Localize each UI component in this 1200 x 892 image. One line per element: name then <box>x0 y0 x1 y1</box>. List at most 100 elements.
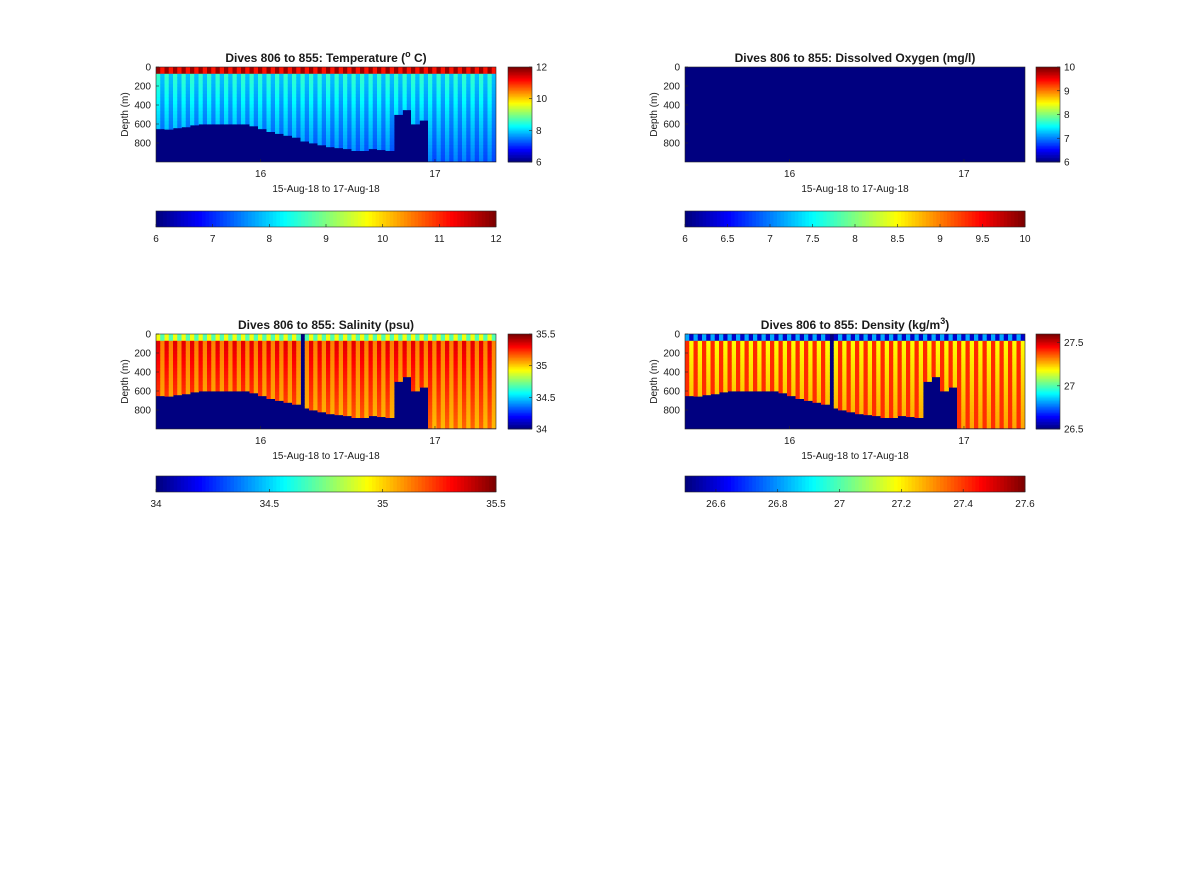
heatmap-cell <box>279 357 284 362</box>
heatmap-cell <box>334 100 340 105</box>
heatmap-cell <box>338 412 344 416</box>
heatmap-cell <box>377 401 382 406</box>
heatmap-cell <box>164 128 170 130</box>
heatmap-cell <box>385 401 391 406</box>
heatmap-cell <box>330 408 335 413</box>
hcolorbar-segment <box>244 211 249 227</box>
heatmap-cell <box>355 117 361 122</box>
heatmap-cell <box>385 131 391 136</box>
heatmap-cell <box>846 384 852 389</box>
heatmap-cell <box>782 357 788 362</box>
hcolorbar-segment <box>322 476 327 492</box>
heatmap-cell <box>275 371 280 376</box>
heatmap-cell <box>419 100 425 105</box>
heatmap-cell <box>360 124 365 129</box>
heatmap-cell <box>394 357 399 362</box>
heatmap-cell <box>360 94 365 98</box>
heatmap-cell <box>236 80 242 85</box>
colorbar-segment <box>1036 92 1060 95</box>
heatmap-cell <box>411 94 416 98</box>
heatmap-cell <box>321 384 327 389</box>
hcolorbar-segment <box>446 476 451 492</box>
heatmap-cell <box>364 97 369 102</box>
heatmap-cell <box>338 350 344 355</box>
heatmap-cell <box>859 357 864 362</box>
heatmap-cell <box>428 391 433 396</box>
heatmap-cell <box>236 367 242 372</box>
heatmap-cell <box>185 90 191 95</box>
heatmap-cell <box>347 334 352 338</box>
hcolorbar-segment <box>1021 211 1026 227</box>
heatmap-cell <box>347 70 352 75</box>
heatmap-cell <box>445 151 450 156</box>
heatmap-cell <box>304 384 310 389</box>
heatmap-cell <box>453 70 459 75</box>
hcolorbar-segment <box>202 211 206 227</box>
hcolorbar-segment <box>421 211 426 227</box>
heatmap-cell <box>185 67 191 71</box>
colorbar-segment <box>508 105 532 108</box>
heatmap-cell <box>474 422 480 426</box>
heatmap-cell <box>423 350 429 355</box>
heatmap-cell <box>215 378 221 382</box>
heatmap-cell <box>249 340 255 345</box>
heatmap-cell <box>236 344 242 348</box>
heatmap-cell <box>232 100 238 105</box>
heatmap-cell <box>313 354 318 359</box>
hcolorbar-segment <box>943 211 948 227</box>
heatmap-cell <box>168 107 174 112</box>
heatmap-cell <box>479 425 484 429</box>
heatmap-cell <box>462 361 467 365</box>
heatmap-cell <box>436 70 442 75</box>
heatmap-cell <box>279 117 284 122</box>
heatmap-cell <box>440 155 446 159</box>
heatmap-cell <box>859 347 864 352</box>
heatmap-cell <box>804 398 809 401</box>
heatmap-cell <box>457 364 463 369</box>
y-tick-label: 0 <box>145 63 151 74</box>
heatmap-cell <box>449 83 454 88</box>
heatmap-cell <box>850 398 856 403</box>
heatmap-cell <box>487 83 493 88</box>
heatmap-cell <box>381 124 386 129</box>
heatmap-cell <box>719 367 724 372</box>
heatmap-cell <box>262 114 267 119</box>
heatmap-cell <box>232 344 238 348</box>
heatmap-cell <box>453 121 459 126</box>
heatmap-cell <box>778 367 784 372</box>
heatmap-cell <box>453 357 459 362</box>
colorbar-segment <box>1036 148 1060 151</box>
heatmap-cell <box>423 367 429 372</box>
heatmap-cell <box>411 114 416 119</box>
heatmap-cell <box>275 350 280 355</box>
heatmap-cell <box>360 134 365 139</box>
heatmap-cell <box>245 94 250 98</box>
hcolorbar-segment <box>713 211 718 227</box>
heatmap-cell <box>164 378 170 382</box>
heatmap-cell <box>351 148 357 151</box>
heatmap-cell <box>419 83 425 88</box>
heatmap-cell <box>398 340 403 345</box>
heatmap-cell <box>778 344 784 348</box>
heatmap-cell <box>778 381 784 386</box>
heatmap-cell <box>753 381 758 386</box>
heatmap-cell <box>479 395 484 399</box>
heatmap-cell <box>808 334 813 338</box>
heatmap-cell <box>270 128 276 132</box>
heatmap-cell <box>846 337 852 342</box>
heatmap-cell <box>483 100 488 105</box>
heatmap-cell <box>457 141 463 146</box>
heatmap-cell <box>245 90 250 95</box>
heatmap-cell <box>863 374 869 379</box>
heatmap-cell <box>207 388 212 392</box>
heatmap-cell <box>799 388 805 393</box>
heatmap-cell <box>714 384 720 389</box>
heatmap-cell <box>432 90 437 95</box>
heatmap-cell <box>791 337 796 342</box>
heatmap-cell <box>198 361 204 365</box>
heatmap-cell <box>479 158 484 162</box>
heatmap-cell <box>181 350 187 355</box>
heatmap-cell <box>249 378 255 382</box>
heatmap-cell <box>782 391 788 394</box>
heatmap-cell <box>812 337 818 342</box>
